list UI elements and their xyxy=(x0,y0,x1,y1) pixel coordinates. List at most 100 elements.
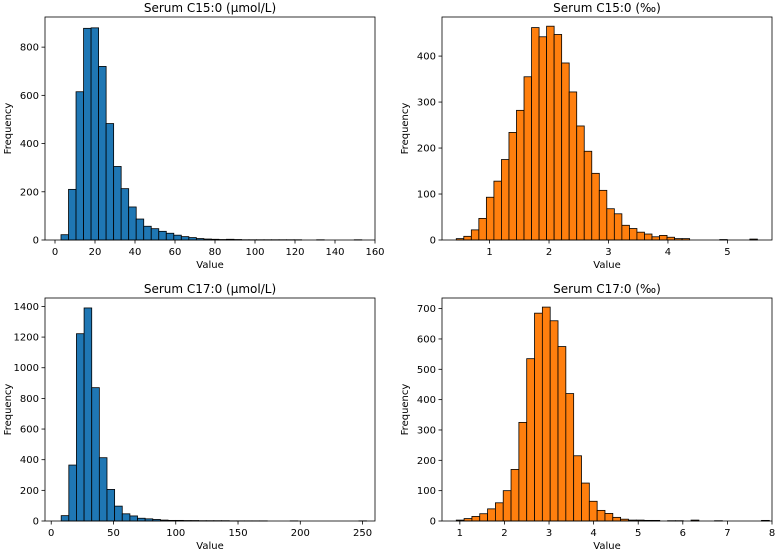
histogram-bar xyxy=(113,166,122,241)
y-tick-label: 500 xyxy=(417,365,436,376)
x-tick-label: 50 xyxy=(107,528,120,539)
histogram-bar xyxy=(541,306,551,522)
histogram-bar xyxy=(75,91,84,241)
histogram-bar xyxy=(534,312,543,522)
histogram-bar xyxy=(598,189,608,241)
histogram-bar xyxy=(143,225,152,241)
x-tick-label: 160 xyxy=(365,247,384,258)
histogram-bar xyxy=(487,508,496,522)
histogram-bar xyxy=(621,224,630,241)
y-tick-label: 200 xyxy=(20,187,39,198)
histogram-bar xyxy=(523,76,532,241)
y-tick-label: 1400 xyxy=(14,302,39,313)
histogram-bar xyxy=(478,217,487,241)
histogram-bar xyxy=(510,469,520,522)
histogram-bar xyxy=(613,213,623,241)
x-tick-label: 8 xyxy=(769,528,775,539)
histogram-bar xyxy=(581,482,590,522)
x-tick-label: 4 xyxy=(590,528,596,539)
x-tick-label: 2 xyxy=(546,247,552,258)
y-tick-label: 400 xyxy=(20,455,39,466)
axes-frame xyxy=(441,16,773,241)
histogram-bar xyxy=(591,172,600,241)
histogram-bar xyxy=(90,27,100,241)
histogram-bar xyxy=(502,490,512,522)
y-tick-label: 100 xyxy=(417,486,436,497)
histogram-bar xyxy=(659,234,668,241)
x-tick-label: 0 xyxy=(52,247,58,258)
histogram-bar xyxy=(553,34,563,241)
chart-title: Serum C17:0 (‰) xyxy=(553,282,661,296)
histogram-bar xyxy=(644,233,653,241)
histogram-bar xyxy=(135,218,145,241)
histogram-bar xyxy=(463,235,472,241)
histogram-panel-3: 0 50 100 150 200 250 0 200 400 600 800 1000 1200 1400… xyxy=(3,282,376,550)
x-tick-label: 200 xyxy=(291,528,310,539)
histogram-bar xyxy=(508,132,517,241)
histogram-bar xyxy=(150,228,160,241)
y-tick-label: 200 xyxy=(417,456,436,467)
histogram-bar xyxy=(546,25,555,241)
x-tick-label: 250 xyxy=(353,528,372,539)
histogram-bar xyxy=(479,513,488,522)
histogram-bar xyxy=(91,387,100,522)
histogram-bar xyxy=(651,236,660,241)
x-axis-label: Value xyxy=(593,260,620,271)
histogram-bar xyxy=(588,500,598,522)
histogram-bar xyxy=(604,513,614,522)
histogram-bar xyxy=(76,333,85,522)
histogram-bar xyxy=(121,513,131,522)
y-tick-label: 0 xyxy=(33,236,39,247)
axes-frame xyxy=(44,16,376,241)
x-tick-label: 4 xyxy=(665,247,671,258)
y-axis-label: Frequency xyxy=(3,103,14,155)
histogram-bar xyxy=(526,358,535,522)
y-axis-label: Frequency xyxy=(3,384,14,436)
x-tick-label: 6 xyxy=(680,528,686,539)
histogram-bar xyxy=(573,455,582,522)
y-tick-label: 1200 xyxy=(14,333,39,344)
y-tick-label: 600 xyxy=(20,91,39,102)
histogram-bar xyxy=(68,188,77,241)
histogram-bar xyxy=(493,180,502,241)
histogram-bar xyxy=(583,150,593,241)
axes-frame xyxy=(441,297,773,522)
histogram-panel-4: 1 2 3 4 5 6 7 8 0 100 200 300 400 500 600 700 Serum C17:… xyxy=(400,282,775,550)
y-axis-label: Frequency xyxy=(400,103,411,155)
histogram-bar xyxy=(636,231,645,241)
histogram-bar xyxy=(485,196,495,241)
histogram-bar xyxy=(106,489,116,522)
histogram-bar xyxy=(173,234,182,241)
x-tick-label: 1 xyxy=(486,247,492,258)
histogram-bar xyxy=(120,188,130,241)
histogram-bar xyxy=(494,502,504,522)
chart-title: Serum C17:0 (μmol/L) xyxy=(144,282,276,296)
y-tick-label: 800 xyxy=(20,394,39,405)
histogram-bar xyxy=(165,232,175,241)
histogram-bar xyxy=(471,516,481,522)
histogram-bar xyxy=(98,457,108,522)
histogram-bar xyxy=(114,505,123,522)
histogram-bar xyxy=(128,206,137,241)
histogram-bar xyxy=(629,228,638,241)
histogram-bar xyxy=(531,27,540,241)
histogram-bar xyxy=(98,66,107,241)
y-tick-label: 800 xyxy=(20,43,39,54)
histogram-bar xyxy=(666,236,675,241)
x-tick-label: 100 xyxy=(245,247,264,258)
y-axis-label: Frequency xyxy=(400,384,411,436)
x-tick-label: 40 xyxy=(129,247,142,258)
histogram-bar xyxy=(60,234,69,241)
x-tick-label: 60 xyxy=(169,247,182,258)
histogram-bar xyxy=(568,91,578,241)
histogram-panel-1: 0 20 40 60 80 100 120 140 160 0 200 400 600 800 Serum … xyxy=(3,1,385,271)
histogram-bar xyxy=(83,307,93,522)
histogram-bar xyxy=(158,230,167,241)
y-tick-label: 100 xyxy=(417,190,436,201)
y-tick-label: 0 xyxy=(33,517,39,528)
x-tick-label: 1 xyxy=(457,528,463,539)
histogram-bar xyxy=(549,320,559,522)
chart-title: Serum C15:0 (‰) xyxy=(553,1,661,15)
x-tick-label: 100 xyxy=(166,528,185,539)
